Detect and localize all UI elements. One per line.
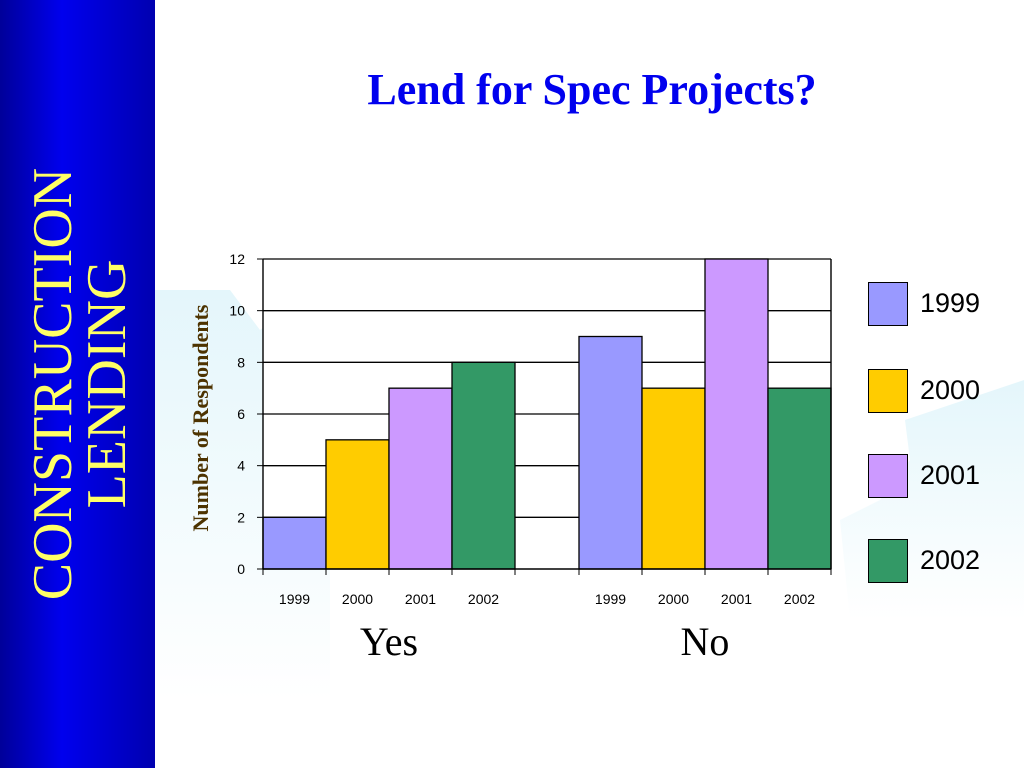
x-tick-label: 1999: [279, 591, 310, 607]
bar-yes-2001: [388, 387, 453, 570]
bar-no-2001: [704, 258, 769, 570]
legend-swatch: [868, 369, 908, 413]
group-label-no: No: [681, 619, 730, 664]
legend-label: 2000: [920, 375, 981, 405]
y-tick-label: 2: [237, 509, 245, 525]
y-tick-label: 12: [229, 251, 245, 267]
x-tick-label: 1999: [595, 591, 626, 607]
legend-label: 2002: [920, 545, 981, 575]
legend-item-2001: 2001: [868, 454, 1018, 498]
y-tick-label: 8: [237, 354, 245, 370]
y-tick-label: 0: [237, 561, 245, 577]
bar-no-2000: [641, 387, 706, 570]
bar-no-1999: [578, 335, 643, 570]
x-tick-label: 2001: [405, 591, 436, 607]
y-tick-label: 6: [237, 406, 245, 422]
legend-item-2000: 2000: [868, 369, 1018, 413]
legend-swatch: [868, 539, 908, 583]
legend-label: 1999: [920, 288, 981, 318]
bar-yes-1999: [262, 516, 327, 570]
y-tick-label: 10: [229, 303, 245, 319]
legend-item-2002: 2002: [868, 539, 1018, 583]
x-tick-label: 2000: [342, 591, 373, 607]
bar-yes-2002: [451, 361, 516, 570]
bar-yes-2000: [325, 439, 390, 570]
sidebar: CONSTRUCTION LENDING: [0, 0, 155, 768]
x-tick-label: 2002: [784, 591, 815, 607]
legend-item-1999: 1999: [868, 282, 1018, 326]
x-tick-label: 2001: [721, 591, 752, 607]
x-tick-label: 2000: [658, 591, 689, 607]
y-axis-title: Number of Respondents: [188, 304, 213, 531]
legend-label: 2001: [920, 460, 981, 490]
legend-swatch: [868, 454, 908, 498]
group-label-yes: Yes: [360, 619, 418, 664]
legend-swatch: [868, 282, 908, 326]
x-tick-label: 2002: [468, 591, 499, 607]
slide-title: Lend for Spec Projects?: [367, 65, 817, 114]
y-tick-label: 4: [237, 458, 245, 474]
bar-no-2002: [767, 387, 832, 570]
